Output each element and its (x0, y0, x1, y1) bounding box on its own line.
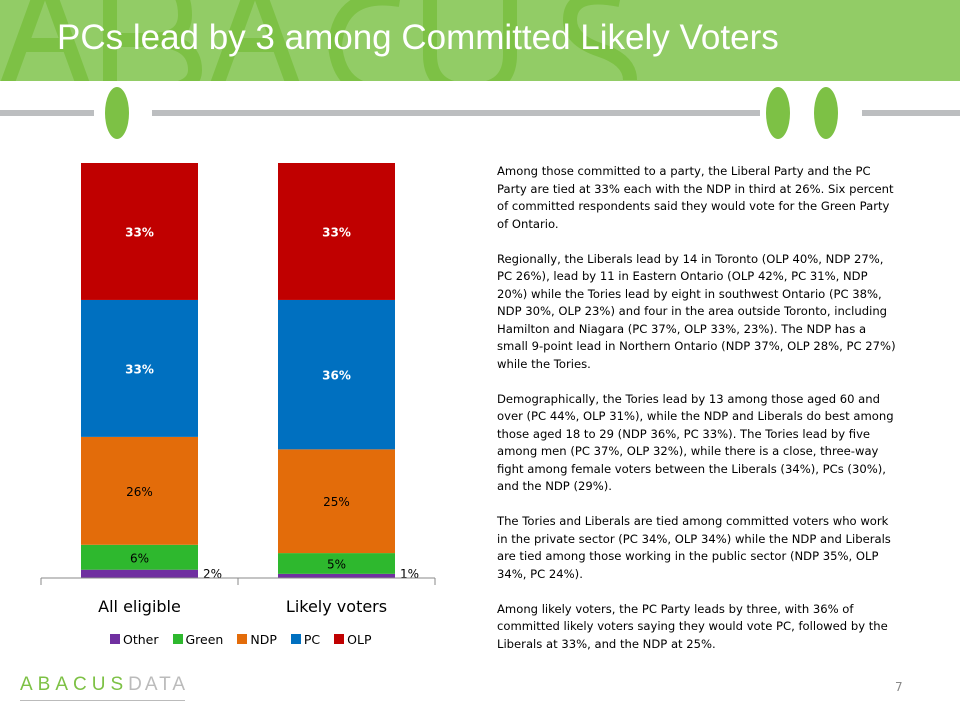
legend-item: PC (290, 632, 321, 647)
legend-swatch (110, 634, 120, 644)
bar-segment-green (81, 544, 198, 570)
paragraph: The Tories and Liberals are tied among c… (497, 514, 891, 581)
paragraph: Demographically, the Tories lead by 13 a… (497, 391, 894, 494)
data-label: 33% (125, 225, 154, 239)
watermark (0, 0, 637, 81)
legend-item: Green (172, 632, 224, 647)
stacked-bar-chart: 2% 6% 26% 33% 33% All eligible 1% 5% 25% 36% 33% Li… (40, 163, 436, 616)
divider (152, 110, 760, 116)
decor-dot (105, 87, 129, 139)
bar-segment-other (278, 573, 395, 578)
paragraph: Regionally, the Liberals lead by 14 in T… (497, 251, 896, 371)
bar-segment-other (81, 569, 198, 578)
bar-segment-pc (81, 299, 198, 437)
legend-swatch (290, 634, 301, 644)
legend-label: OLP (347, 632, 372, 647)
data-label: 5% (327, 557, 346, 571)
category-label: All eligible (98, 597, 181, 616)
divider (0, 110, 94, 116)
data-label: 2% (203, 567, 222, 581)
data-label: 33% (125, 362, 154, 376)
data-label: 36% (322, 369, 351, 383)
bar-segment-green (278, 553, 395, 574)
bar-segment-olp (81, 163, 198, 300)
header-banner: PCs lead by 3 among Committed Likely Vot… (0, 0, 960, 81)
bar-segment-ndp (81, 436, 198, 545)
page-number: 7 (895, 680, 903, 694)
legend-label: NDP (250, 632, 277, 647)
data-label: 26% (126, 485, 153, 499)
legend-item: NDP (237, 632, 277, 647)
commentary: Among those committed to a party, the Li… (497, 163, 897, 671)
legend-label: Other (123, 632, 159, 647)
divider (862, 110, 960, 116)
data-label: 25% (323, 495, 350, 509)
logo-rule (20, 700, 185, 701)
bar-segment-ndp (278, 449, 395, 554)
logo-text: DATA (128, 674, 188, 695)
decor-dot (814, 87, 838, 139)
legend-item: Other (110, 632, 159, 647)
paragraph: Among those committed to a party, the Li… (497, 164, 894, 231)
bar-segment-pc (278, 299, 395, 450)
paragraph: Among likely voters, the PC Party leads … (497, 601, 888, 651)
abacus-data-logo: ABACUSDATA (20, 674, 188, 701)
legend-item: OLP (334, 632, 372, 647)
data-label: 33% (322, 225, 351, 239)
decor-dot (766, 87, 790, 139)
data-label: 1% (400, 567, 419, 581)
legend-swatch (334, 634, 345, 644)
legend: Other Green NDP PC OLP (110, 632, 372, 647)
category-label: Likely voters (286, 597, 387, 616)
legend-swatch (172, 634, 183, 644)
bar-segment-olp (278, 163, 395, 300)
legend-swatch (237, 634, 248, 644)
slide-title: PCs lead by 3 among Committed Likely Vot… (57, 18, 779, 57)
logo-text: ABACUS (20, 674, 129, 695)
legend-label: PC (303, 632, 321, 647)
data-label: 6% (130, 551, 149, 565)
legend-label: Green (185, 632, 224, 647)
